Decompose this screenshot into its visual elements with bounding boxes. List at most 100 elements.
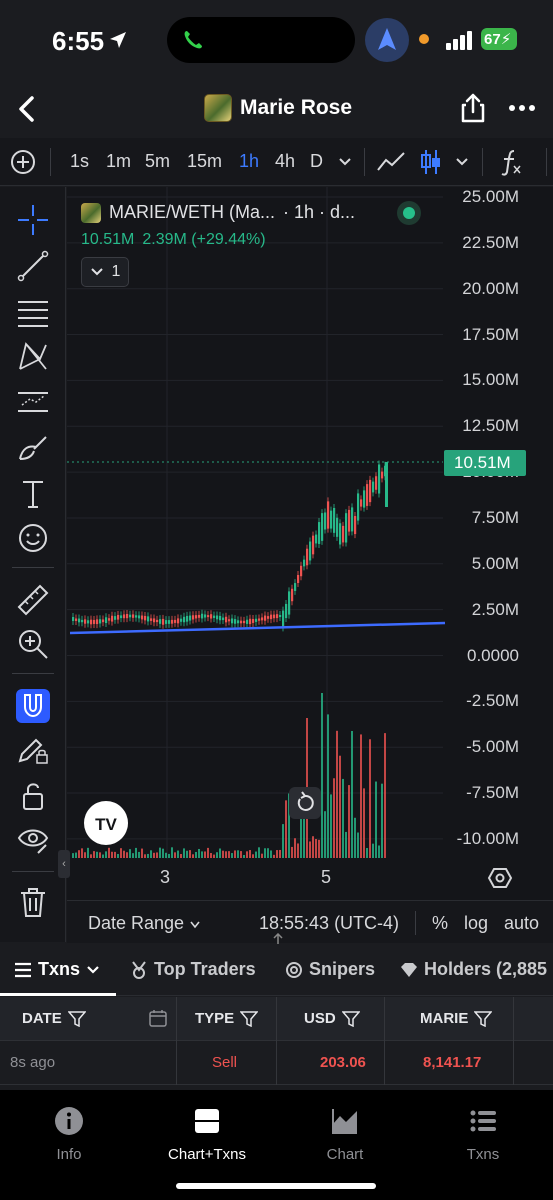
add-indicator-icon[interactable] [10, 149, 36, 175]
percent-scale-toggle[interactable]: % [432, 913, 449, 933]
auto-scale-toggle[interactable]: auto [504, 913, 540, 933]
volume-bar [87, 847, 89, 858]
prediction-tool[interactable] [16, 385, 50, 419]
price-chart[interactable]: MARIE/WETH (Ma... · 1h · d... 10.51M 2.3… [67, 187, 553, 943]
interval-1m[interactable]: 1m [106, 151, 132, 171]
toolbar-collapse-handle[interactable]: ‹ [58, 850, 70, 878]
measure-tool[interactable] [16, 583, 50, 617]
lock-drawings-tool[interactable] [16, 733, 50, 767]
chart-settings-icon[interactable] [487, 865, 513, 891]
candle [324, 512, 327, 530]
date-range-button[interactable]: Date Range [88, 913, 201, 934]
candle [102, 619, 105, 623]
function-indicators-icon[interactable] [500, 148, 522, 176]
filter-icon[interactable] [67, 1010, 86, 1027]
column-header-usd[interactable]: USD [304, 1010, 360, 1027]
visibility-tool[interactable] [16, 823, 50, 857]
navigation-icon[interactable] [365, 18, 409, 62]
fib-retracement-tool[interactable] [16, 295, 50, 329]
candle [156, 619, 159, 623]
candlestick-chart-type-icon[interactable] [420, 148, 442, 176]
interval-d[interactable]: D [310, 151, 323, 171]
pattern-tool[interactable] [16, 339, 50, 373]
nav-info[interactable]: Info [14, 1106, 124, 1163]
emoji-tool[interactable] [16, 521, 50, 555]
reset-chart-button[interactable] [289, 787, 321, 819]
calendar-icon[interactable] [148, 1008, 168, 1028]
volume-bar [174, 852, 176, 858]
chart-legend[interactable]: MARIE/WETH (Ma... · 1h · d... [81, 202, 355, 223]
volume-bar [75, 852, 77, 858]
interval-5m[interactable]: 5m [145, 151, 171, 171]
tab-txns-label: Txns [38, 959, 81, 979]
dynamic-island[interactable] [167, 17, 355, 63]
candle [78, 618, 81, 623]
unlock-icon [23, 783, 43, 810]
toolbar-divider [364, 148, 365, 176]
price-axis[interactable]: 25.00M22.50M20.00M17.50M15.00M12.50M10.0… [443, 187, 553, 867]
volume-bar [198, 848, 200, 858]
volume-bar [243, 854, 245, 858]
tab-snipers[interactable]: Snipers [285, 959, 375, 980]
more-options-icon[interactable] [508, 96, 536, 120]
filter-icon[interactable] [341, 1010, 360, 1027]
unlock-tool[interactable] [16, 779, 50, 813]
volume-bar [282, 824, 284, 858]
indicators-collapse-button[interactable]: 1 [81, 257, 129, 287]
volume-bar [279, 849, 281, 858]
volume-bar [210, 853, 212, 858]
brush-tool[interactable] [16, 431, 50, 465]
candle [216, 615, 219, 620]
column-header-type[interactable]: TYPE [195, 1010, 259, 1027]
back-chevron-icon[interactable] [14, 94, 40, 124]
tab-txns[interactable]: Txns [14, 959, 100, 980]
candle [180, 618, 183, 622]
status-bar: 6:55 67⚡ [0, 0, 553, 82]
phone-call-icon [184, 31, 202, 49]
interval-1s[interactable]: 1s [70, 151, 90, 171]
trend-line-tool[interactable] [16, 249, 50, 283]
interval-4h[interactable]: 4h [275, 151, 296, 171]
interval-15m[interactable]: 15m [187, 151, 223, 171]
chart-type-dropdown-chevron-icon[interactable] [455, 157, 469, 167]
delete-drawings-tool[interactable] [16, 885, 50, 919]
tab-top-traders[interactable]: Top Traders [130, 959, 256, 980]
trend-line[interactable] [69, 621, 446, 635]
line-chart-type-icon[interactable] [376, 150, 406, 174]
nav-chart-txns[interactable]: Chart+Txns [152, 1106, 262, 1163]
table-row[interactable]: 8s ago Sell 203.06 8,141.17 [0, 1041, 553, 1085]
chart-canvas[interactable] [67, 187, 553, 867]
tab-holders[interactable]: Holders (2,885 [400, 959, 547, 980]
candle [114, 616, 117, 620]
tradingview-logo[interactable]: TV [84, 801, 128, 845]
chart-clock[interactable]: 18:55:43 (UTC-4) [259, 913, 400, 933]
crosshair-tool[interactable] [16, 203, 50, 237]
nav-txns[interactable]: Txns [428, 1106, 538, 1163]
magnet-tool[interactable] [16, 689, 50, 723]
zoom-tool[interactable] [16, 627, 50, 661]
column-header-marie[interactable]: MARIE [420, 1010, 493, 1027]
filter-icon[interactable] [240, 1010, 259, 1027]
volume-bar [231, 853, 233, 858]
volume-bar [219, 848, 221, 858]
volume-bar [318, 839, 320, 858]
log-scale-toggle[interactable]: log [464, 913, 489, 933]
text-tool[interactable] [16, 477, 50, 511]
interval-dropdown-chevron-icon[interactable] [338, 157, 352, 167]
nav-chart[interactable]: Chart [290, 1106, 400, 1163]
nav-chart-label: Chart [326, 1146, 364, 1163]
share-icon[interactable] [460, 92, 486, 124]
volume-bar [150, 850, 152, 858]
volume-bar [135, 847, 137, 858]
volume-bar [132, 853, 134, 858]
token-avatar [204, 94, 232, 122]
candle [93, 619, 96, 624]
column-header-date[interactable]: DATE [22, 1010, 86, 1027]
volume-bar [213, 854, 215, 858]
volume-bar [324, 811, 326, 858]
svg-text:TV: TV [95, 815, 117, 834]
candle [237, 620, 240, 624]
filter-icon[interactable] [474, 1010, 493, 1027]
data-tabs: Txns Top Traders Snipers Holders (2,885 [0, 944, 553, 996]
interval-1h[interactable]: 1h [239, 151, 260, 171]
